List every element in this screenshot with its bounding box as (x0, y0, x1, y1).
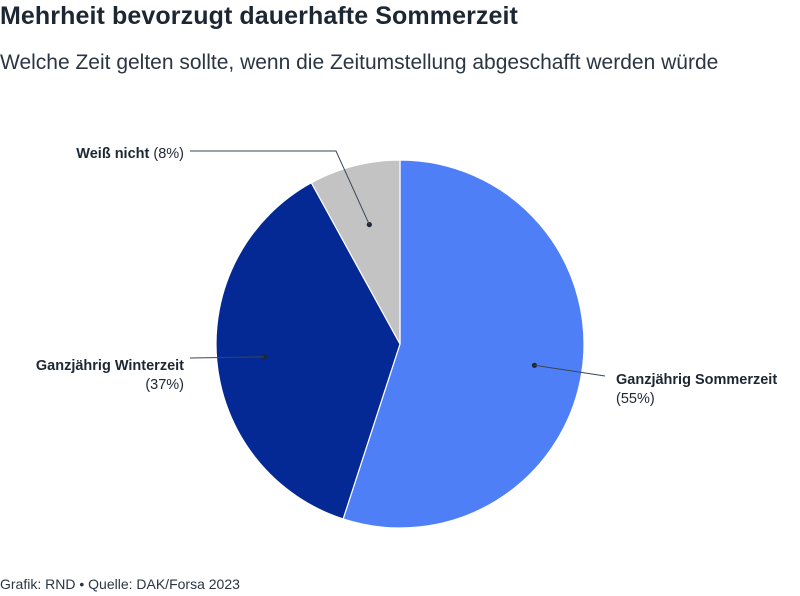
chart-subtitle: Welche Zeit gelten sollte, wenn die Zeit… (0, 51, 719, 74)
footer-credit: Grafik: RND (0, 576, 76, 592)
pie-slice-weiss-nicht (310, 159, 401, 345)
slice-label-ganzjahrig-winterzeit: Ganzjährig Winterzeit (36, 358, 184, 374)
slice-label-weiss-nicht: Weiß nicht (8%) (76, 146, 184, 162)
footer-source: Quelle: DAK/Forsa 2023 (88, 576, 240, 592)
leader-lines (189, 150, 606, 377)
leader-line-ganzjahrig-sommerzeit (534, 364, 606, 377)
slice-value-weiss-nicht: (8%) (153, 146, 184, 162)
slice-value-ganzjahrig-sommerzeit: (55%) (616, 391, 655, 407)
leader-line-ganzjahrig-winterzeit (189, 356, 265, 359)
chart-footer: Grafik: RND • Quelle: DAK/Forsa 2023 (0, 576, 240, 592)
chart-title: Mehrheit bevorzugt dauerhafte Sommerzeit (0, 2, 518, 30)
pie-slice-ganzjahrig-winterzeit (215, 181, 401, 520)
slice-label-text-weiss-nicht: Weiß nicht (76, 146, 149, 162)
leader-line-weiss-nicht (190, 150, 370, 225)
slice-value-ganzjahrig-winterzeit: (37%) (145, 377, 184, 393)
pie-slices (215, 159, 585, 529)
slice-labels: Ganzjährig Sommerzeit (55%) Ganzjährig Win… (36, 146, 777, 407)
slice-label-ganzjahrig-sommerzeit: Ganzjährig Sommerzeit (616, 372, 777, 388)
footer-separator: • (79, 576, 85, 592)
